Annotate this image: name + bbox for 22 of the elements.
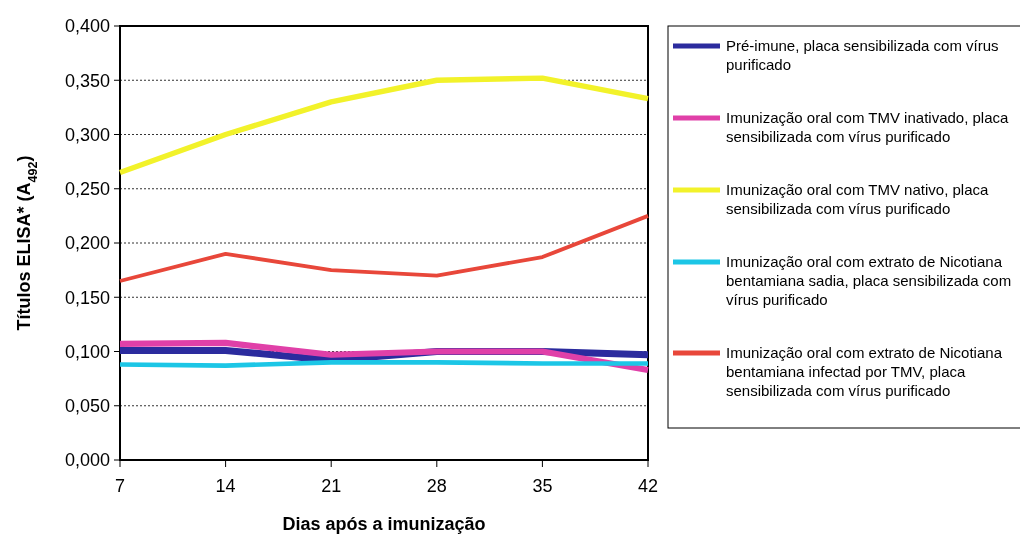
x-tick-label: 35 — [532, 476, 553, 496]
x-tick-label: 28 — [426, 476, 447, 496]
y-tick-label: 0,250 — [64, 179, 110, 200]
x-tick-label: 14 — [215, 476, 236, 496]
legend-label: Pré-imune, placa sensibilizada com vírus purificado — [726, 37, 999, 73]
x-tick-label: 42 — [637, 476, 659, 496]
legend-label: Imunização oral com TMV inativado, placa sensibilizada com vírus purificado — [726, 109, 1010, 145]
line-series — [118, 213, 650, 283]
x-tick-label: 7 — [114, 476, 126, 496]
y-tick-label: 0,350 — [64, 70, 110, 91]
y-tick-label: 0,300 — [64, 124, 110, 145]
y-tick-label: 0,050 — [64, 396, 110, 417]
x-tick-label: 21 — [321, 476, 342, 496]
legend-label: Imunização oral com extrato de Nicotiana bentamiana sadia, placa sensibilizada com vírus purificado — [726, 253, 1012, 308]
y-tick-label: 0,100 — [64, 341, 110, 362]
y-tick-label: 0,200 — [64, 233, 110, 254]
legend-label: Imunização oral com TMV nativo, placa sensibilizada com vírus purificado — [726, 181, 989, 217]
x-axis-title: Dias após a imunização — [282, 514, 486, 534]
legend-label: Imunização oral com extrato de Nicotiana bentamiana infectad por TMV, placa sensibilizada com vírus purificado — [726, 344, 1003, 399]
y-tick-label: 0,150 — [64, 287, 110, 308]
y-tick-label: 0,400 — [64, 16, 110, 37]
y-tick-label: 0,000 — [64, 450, 110, 471]
